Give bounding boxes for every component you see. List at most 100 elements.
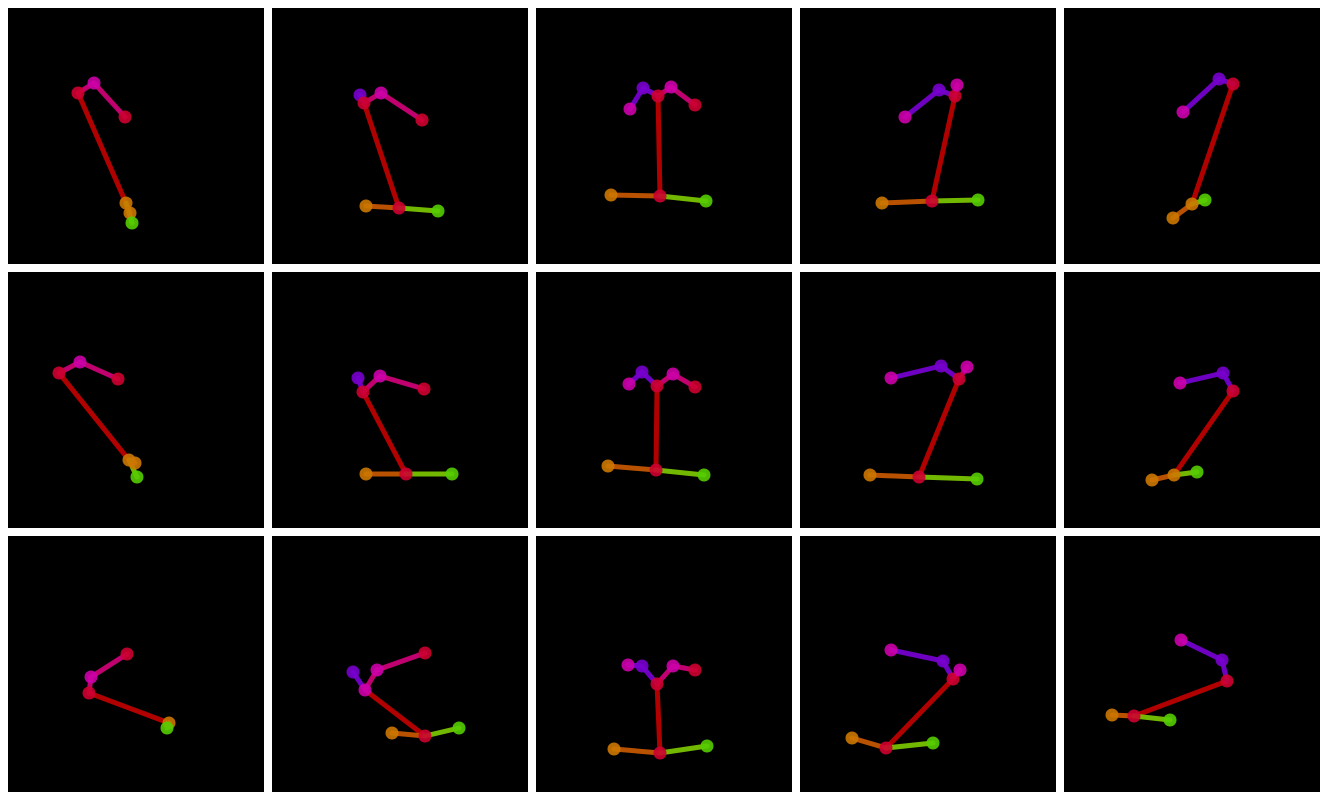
skeleton-figure bbox=[272, 272, 528, 528]
joint bbox=[1185, 197, 1199, 211]
bone bbox=[883, 740, 936, 751]
joint bbox=[699, 194, 713, 208]
joint bbox=[1173, 376, 1187, 390]
joint bbox=[351, 371, 365, 385]
bone bbox=[929, 197, 981, 204]
joint bbox=[128, 456, 142, 470]
bone bbox=[867, 472, 922, 480]
skeleton-panel-12 bbox=[272, 536, 528, 792]
joint bbox=[622, 377, 636, 391]
skeleton-panel-14 bbox=[800, 536, 1056, 792]
joint bbox=[1105, 708, 1119, 722]
joint bbox=[884, 643, 898, 657]
joint bbox=[160, 721, 174, 735]
joint bbox=[946, 672, 960, 686]
joint bbox=[84, 670, 98, 684]
joint bbox=[601, 459, 615, 473]
joint bbox=[863, 468, 877, 482]
joint bbox=[418, 646, 432, 660]
joint bbox=[71, 86, 85, 100]
skeleton-figure bbox=[272, 536, 528, 792]
joint bbox=[373, 369, 387, 383]
joint bbox=[359, 467, 373, 481]
joint bbox=[374, 86, 388, 100]
joint bbox=[926, 736, 940, 750]
skeleton-panel-8 bbox=[536, 272, 792, 528]
bone bbox=[361, 100, 402, 211]
skeleton-panel-11 bbox=[8, 536, 264, 792]
joint bbox=[623, 102, 637, 116]
skeleton-panel-6 bbox=[8, 272, 264, 528]
joint bbox=[960, 360, 974, 374]
bone bbox=[91, 80, 128, 120]
bone bbox=[1180, 76, 1222, 115]
skeleton-panel-13 bbox=[536, 536, 792, 792]
joint bbox=[666, 367, 680, 381]
joint bbox=[1174, 633, 1188, 647]
joint bbox=[119, 196, 133, 210]
skeleton-figure bbox=[800, 536, 1056, 792]
joint bbox=[415, 113, 429, 127]
joint bbox=[346, 665, 360, 679]
bone bbox=[657, 743, 710, 756]
bone bbox=[605, 463, 659, 473]
joint bbox=[649, 463, 663, 477]
joint bbox=[1215, 653, 1229, 667]
bone bbox=[374, 650, 428, 673]
joint bbox=[1127, 709, 1141, 723]
bone bbox=[377, 373, 427, 392]
joint bbox=[73, 355, 87, 369]
bone bbox=[888, 363, 944, 381]
joint bbox=[385, 726, 399, 740]
bone bbox=[88, 651, 130, 680]
bone bbox=[1131, 678, 1230, 719]
joint bbox=[356, 385, 370, 399]
joint bbox=[1176, 105, 1190, 119]
bone bbox=[883, 676, 956, 751]
bone bbox=[56, 370, 132, 463]
joint bbox=[688, 380, 702, 394]
skeleton-figure bbox=[1064, 8, 1320, 264]
joint bbox=[445, 467, 459, 481]
joint bbox=[1226, 384, 1240, 398]
bone bbox=[1177, 370, 1226, 386]
joint bbox=[358, 683, 372, 697]
skeleton-panel-10 bbox=[1064, 272, 1320, 528]
joint bbox=[845, 731, 859, 745]
joint bbox=[1166, 211, 1180, 225]
joint bbox=[970, 472, 984, 486]
bone bbox=[1178, 637, 1225, 663]
skeleton-panel-15 bbox=[1064, 536, 1320, 792]
joint bbox=[953, 663, 967, 677]
joint bbox=[952, 372, 966, 386]
joint bbox=[118, 110, 132, 124]
skeleton-figure bbox=[272, 8, 528, 264]
bone bbox=[75, 90, 129, 206]
joint bbox=[948, 89, 962, 103]
joint bbox=[688, 663, 702, 677]
bone bbox=[655, 93, 663, 199]
joint bbox=[120, 647, 134, 661]
skeleton-panel-3 bbox=[536, 8, 792, 264]
joint bbox=[971, 193, 985, 207]
joint bbox=[359, 199, 373, 213]
joint bbox=[650, 677, 664, 691]
bone bbox=[378, 90, 425, 123]
joint bbox=[688, 98, 702, 112]
bone bbox=[611, 746, 663, 756]
bone bbox=[360, 389, 409, 477]
joint bbox=[1212, 72, 1226, 86]
bone bbox=[902, 87, 942, 120]
bone bbox=[879, 198, 935, 206]
bone bbox=[916, 376, 962, 480]
joint bbox=[1198, 193, 1212, 207]
bone bbox=[653, 383, 660, 473]
joint bbox=[635, 365, 649, 379]
joint bbox=[604, 188, 618, 202]
skeleton-figure bbox=[1064, 536, 1320, 792]
bone bbox=[929, 93, 958, 204]
joint bbox=[898, 110, 912, 124]
skeleton-figure bbox=[800, 8, 1056, 264]
joint bbox=[1190, 465, 1204, 479]
bone bbox=[1171, 388, 1236, 478]
